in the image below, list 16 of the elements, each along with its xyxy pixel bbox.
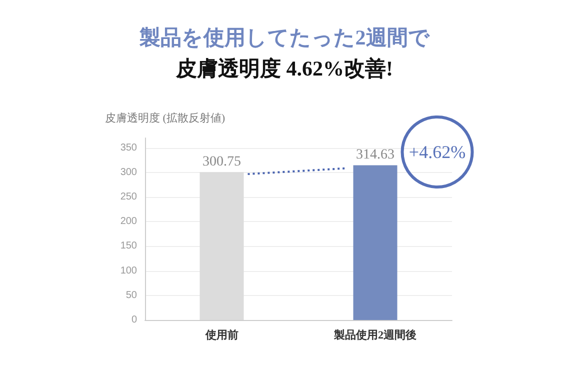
annotation: +4.62% bbox=[408, 142, 466, 162]
x-tick-label: 使用前 bbox=[204, 328, 238, 342]
y-tick-label: 100 bbox=[120, 265, 138, 276]
y-tick-label: 150 bbox=[120, 240, 138, 252]
data-label: 300.75 bbox=[202, 154, 241, 170]
y-tick-label: 0 bbox=[131, 314, 138, 326]
y-axis-title: 皮膚透明度 (拡散反射値) bbox=[105, 112, 226, 124]
y-tick-label: 50 bbox=[126, 290, 138, 301]
y-tick-label: 300 bbox=[120, 166, 138, 178]
chart-title: 製品を使用してたった2週間で bbox=[138, 26, 430, 50]
y-tick-label: 200 bbox=[120, 216, 138, 228]
chart-subtitle: 皮膚透明度 4.62%改善! bbox=[175, 56, 393, 80]
data-label: 314.63 bbox=[356, 148, 394, 163]
y-tick-label: 350 bbox=[120, 142, 138, 154]
y-tick-label: 250 bbox=[120, 192, 138, 203]
x-tick-label: 製品使用2週間後 bbox=[333, 328, 416, 342]
